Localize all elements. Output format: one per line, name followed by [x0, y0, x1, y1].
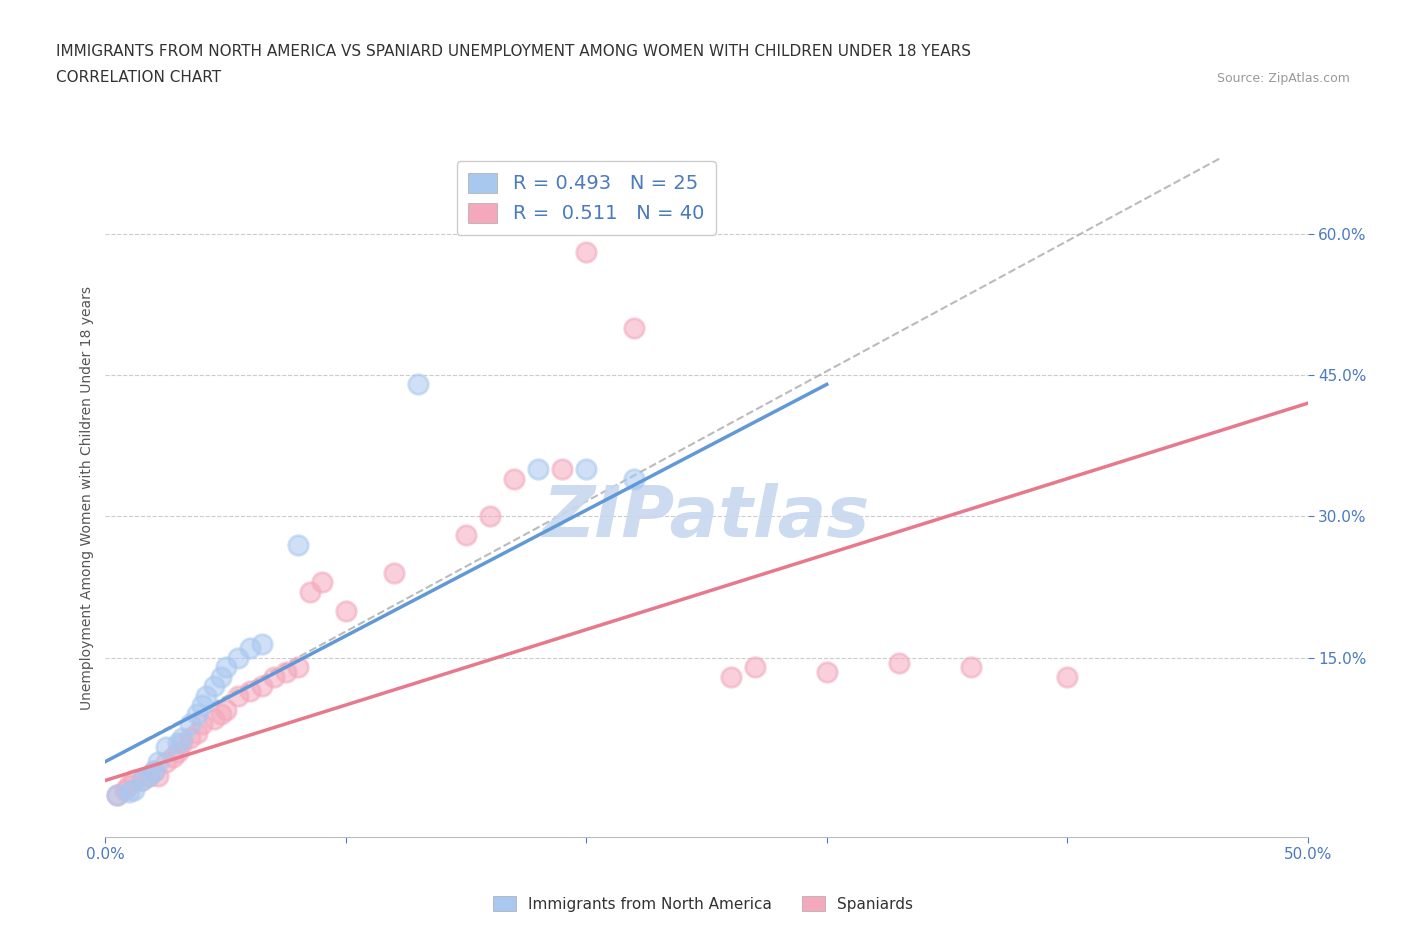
- Point: [575, 462, 598, 477]
- Legend: Immigrants from North America, Spaniards: Immigrants from North America, Spaniards: [486, 889, 920, 918]
- Text: CORRELATION CHART: CORRELATION CHART: [56, 70, 221, 85]
- Point: [202, 679, 225, 694]
- Point: [250, 679, 273, 694]
- Point: [166, 736, 188, 751]
- Point: [118, 784, 141, 799]
- Point: [195, 688, 218, 703]
- Point: [887, 655, 910, 670]
- Point: [226, 650, 249, 665]
- Point: [179, 716, 201, 731]
- Legend: R = 0.493   N = 25, R =  0.511   N = 40: R = 0.493 N = 25, R = 0.511 N = 40: [457, 161, 716, 235]
- Point: [214, 660, 236, 675]
- Point: [142, 764, 165, 778]
- Point: [311, 575, 333, 590]
- Point: [166, 745, 188, 760]
- Point: [551, 462, 574, 477]
- Point: [720, 670, 742, 684]
- Point: [118, 777, 141, 792]
- Point: [209, 707, 232, 722]
- Point: [190, 716, 212, 731]
- Point: [138, 768, 160, 783]
- Point: [148, 768, 170, 783]
- Point: [263, 670, 285, 684]
- Point: [250, 636, 273, 651]
- Point: [503, 472, 526, 486]
- Point: [148, 754, 170, 769]
- Point: [190, 698, 212, 712]
- Point: [1056, 670, 1078, 684]
- Point: [815, 665, 838, 680]
- Point: [274, 665, 297, 680]
- Point: [406, 377, 429, 392]
- Point: [179, 731, 201, 746]
- Point: [744, 660, 766, 675]
- Point: [214, 702, 236, 717]
- Point: [114, 782, 136, 797]
- Point: [155, 754, 177, 769]
- Text: ZIPatlas: ZIPatlas: [543, 484, 870, 552]
- Text: IMMIGRANTS FROM NORTH AMERICA VS SPANIARD UNEMPLOYMENT AMONG WOMEN WITH CHILDREN: IMMIGRANTS FROM NORTH AMERICA VS SPANIAR…: [56, 44, 972, 59]
- Point: [107, 787, 129, 802]
- Y-axis label: Unemployment Among Women with Children Under 18 years: Unemployment Among Women with Children U…: [80, 286, 94, 710]
- Point: [454, 528, 477, 543]
- Point: [287, 660, 309, 675]
- Point: [623, 472, 645, 486]
- Point: [527, 462, 550, 477]
- Point: [209, 670, 232, 684]
- Point: [287, 538, 309, 552]
- Point: [131, 773, 153, 788]
- Text: Source: ZipAtlas.com: Source: ZipAtlas.com: [1216, 72, 1350, 85]
- Point: [107, 787, 129, 802]
- Point: [298, 584, 321, 599]
- Point: [202, 711, 225, 726]
- Point: [382, 565, 405, 580]
- Point: [186, 725, 208, 740]
- Point: [131, 773, 153, 788]
- Point: [124, 773, 146, 788]
- Point: [335, 604, 357, 618]
- Point: [575, 245, 598, 259]
- Point: [239, 684, 262, 698]
- Point: [623, 321, 645, 336]
- Point: [172, 731, 194, 746]
- Point: [155, 740, 177, 755]
- Point: [142, 764, 165, 778]
- Point: [226, 688, 249, 703]
- Point: [124, 782, 146, 797]
- Point: [162, 750, 184, 764]
- Point: [186, 707, 208, 722]
- Point: [479, 509, 502, 524]
- Point: [138, 768, 160, 783]
- Point: [960, 660, 983, 675]
- Point: [239, 641, 262, 656]
- Point: [172, 736, 194, 751]
